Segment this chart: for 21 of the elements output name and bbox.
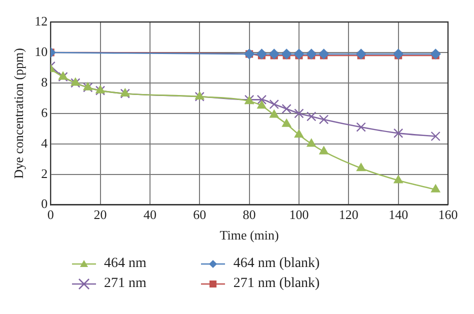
y-tick-label: 4 (41, 135, 48, 150)
x-tick-label: 100 (289, 207, 309, 222)
legend-label: 464 nm (104, 256, 146, 272)
x-tick-label: 60 (193, 207, 206, 222)
x-axis-title: Time (min) (220, 228, 279, 243)
x-tick-label: 80 (242, 207, 256, 222)
x-tick-label: 160 (438, 207, 458, 222)
legend-label: 464 nm (blank) (233, 256, 320, 272)
x-tick-label: 20 (94, 207, 107, 222)
y-tick-label: 2 (41, 166, 48, 181)
y-axis-title: Dye concentration (ppm) (11, 48, 26, 179)
y-tick-label: 10 (34, 44, 48, 59)
x-tick-label: 40 (143, 207, 156, 222)
y-tick-label: 0 (41, 196, 48, 212)
legend-label: 271 nm (blank) (233, 276, 320, 292)
y-tick-label: 8 (41, 74, 48, 90)
x-tick-label: 140 (388, 207, 408, 222)
y-tick-label: 6 (41, 104, 48, 120)
legend-label: 271 nm (104, 276, 146, 292)
y-tick-label: 12 (34, 13, 48, 28)
x-tick-label: 120 (338, 207, 358, 222)
